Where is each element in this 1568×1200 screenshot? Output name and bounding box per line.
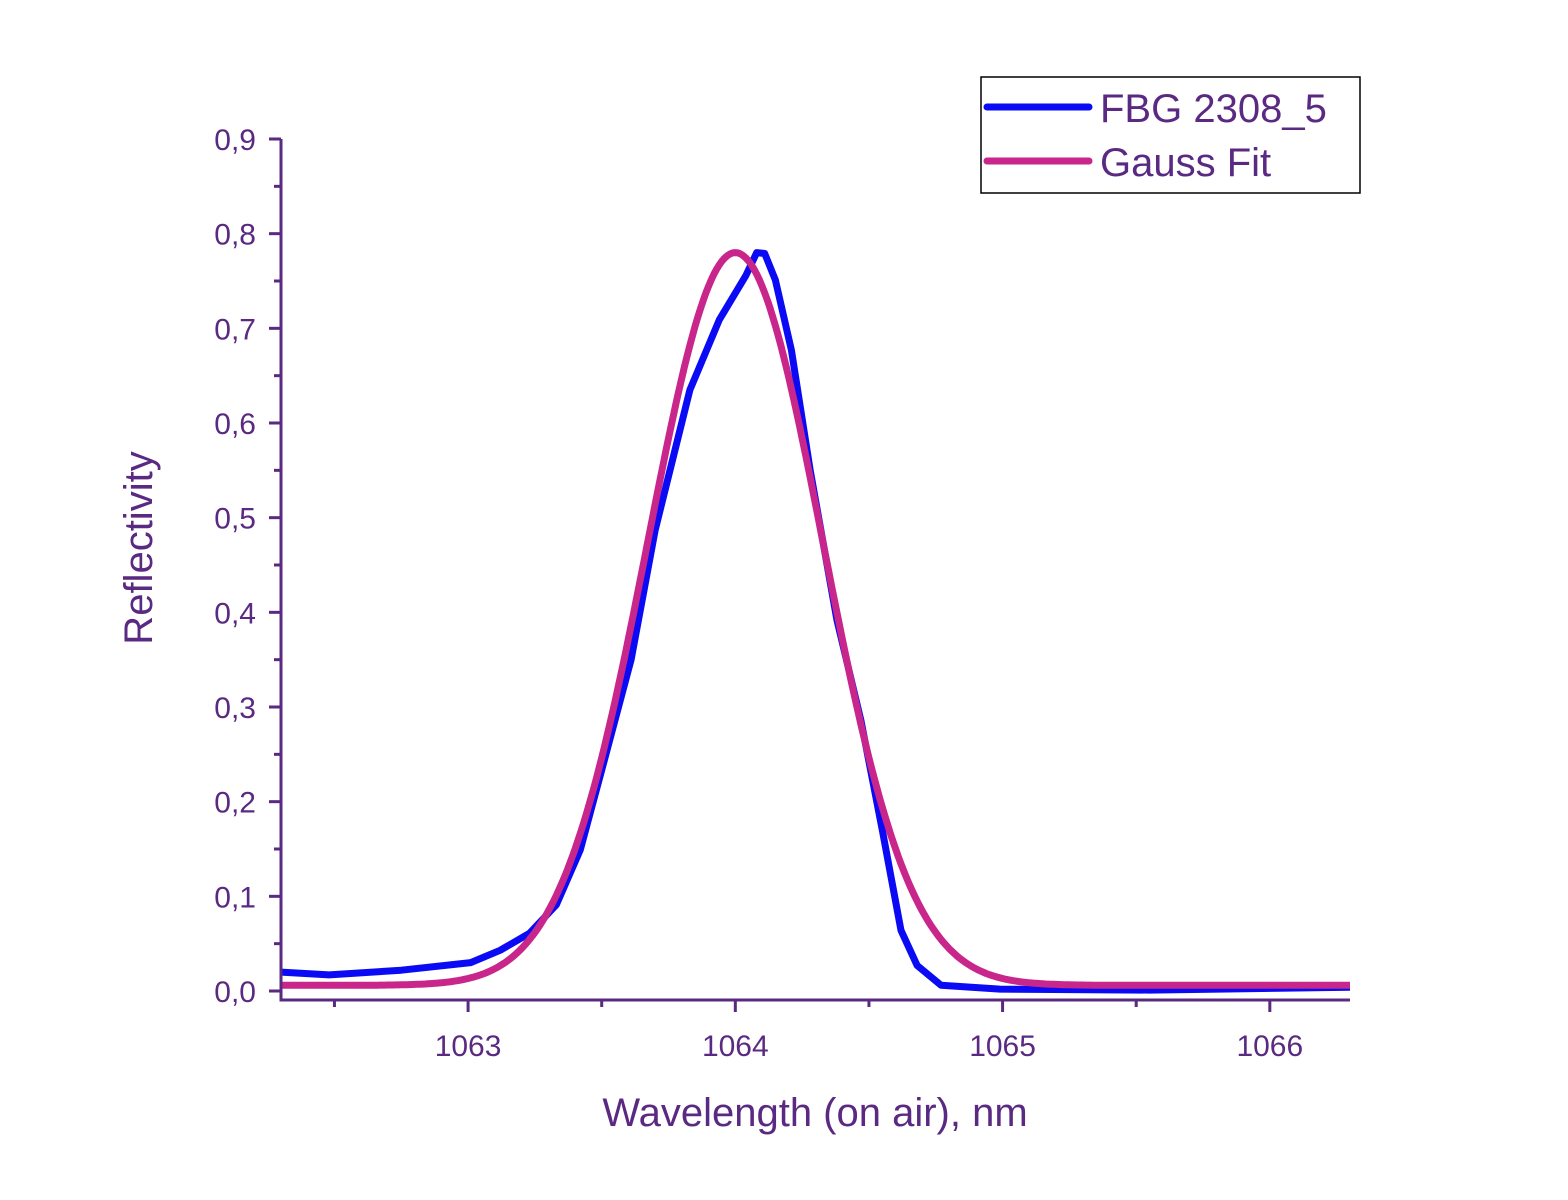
y-tick-label: 0,0	[214, 976, 256, 1009]
y-tick-label: 0,2	[214, 787, 256, 820]
y-tick-label: 0,8	[214, 219, 256, 252]
y-tick-label: 0,4	[214, 597, 256, 630]
x-tick-label: 1065	[969, 1030, 1036, 1063]
y-axis-title: Reflectivity	[117, 451, 161, 644]
y-tick-label: 0,6	[214, 408, 256, 441]
series-line-gauss-fit	[280, 249, 1351, 989]
y-tick-label: 0,9	[214, 124, 256, 157]
axes	[279, 139, 1350, 1002]
x-tick-label: 1064	[702, 1030, 769, 1063]
y-tick-label: 0,1	[214, 881, 256, 914]
x-axis-title: Wavelength (on air), nm	[602, 1091, 1027, 1135]
series-line-fbg	[280, 249, 1351, 994]
legend-label-fbg: FBG 2308_5	[1100, 87, 1327, 131]
legend: FBG 2308_5 Gauss Fit	[980, 76, 1361, 194]
plot-lines	[280, 249, 1351, 994]
y-tick-label: 0,7	[214, 313, 256, 346]
x-tick-label: 1066	[1236, 1030, 1303, 1063]
y-tick-label: 0,3	[214, 692, 256, 725]
legend-box	[980, 76, 1361, 194]
legend-label-gauss: Gauss Fit	[1100, 141, 1271, 185]
y-tick-label: 0,5	[214, 503, 256, 536]
ticks: 0,0 0,1 0,2 0,3 0,4 0,5 0,6 0,7 0,8 0,9 1063 1064 10…	[214, 124, 1303, 1063]
x-tick-label: 1063	[435, 1030, 502, 1063]
